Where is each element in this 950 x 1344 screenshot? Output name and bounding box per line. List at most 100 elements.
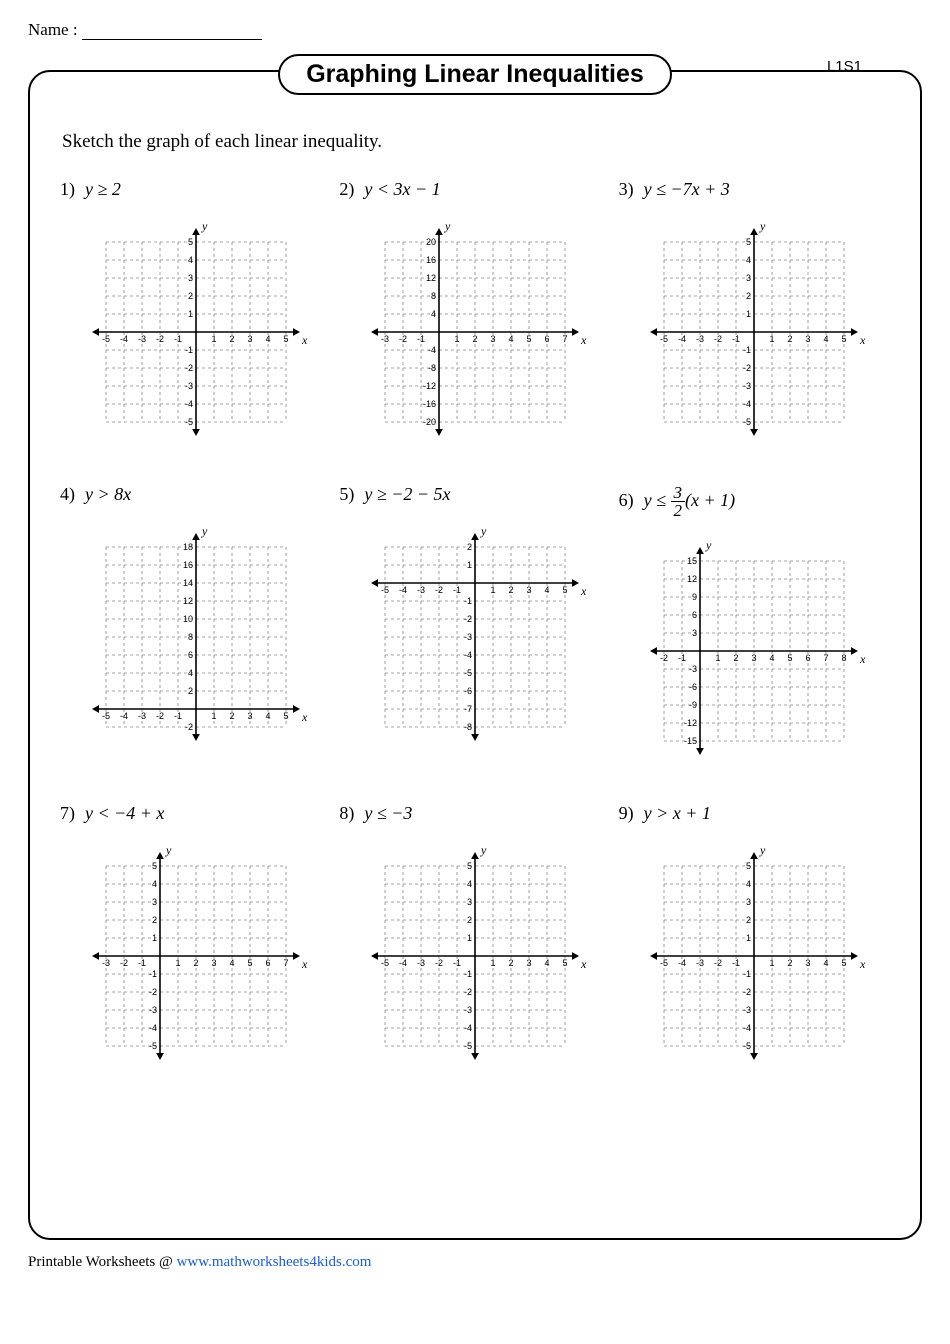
svg-text:-9: -9 xyxy=(689,700,697,710)
svg-text:9: 9 xyxy=(692,592,697,602)
problem-4: 4)y > 8xxy-5-4-3-2-11234518161412108642-… xyxy=(60,484,331,767)
svg-text:2: 2 xyxy=(508,585,513,595)
coordinate-grid: xy-5-4-3-2-11234554321-1-2-3-4-5 xyxy=(80,216,312,448)
problem-number: 1) xyxy=(60,179,75,199)
svg-text:y: y xyxy=(201,219,208,233)
svg-text:3: 3 xyxy=(526,585,531,595)
svg-text:3: 3 xyxy=(467,897,472,907)
problem-number: 5) xyxy=(339,484,354,504)
svg-text:2: 2 xyxy=(788,958,793,968)
svg-text:4: 4 xyxy=(544,585,549,595)
svg-text:-2: -2 xyxy=(435,958,443,968)
svg-text:-1: -1 xyxy=(174,334,182,344)
coordinate-grid: xy-5-4-3-2-11234521-1-2-3-4-5-6-7-8 xyxy=(359,521,591,753)
svg-text:2: 2 xyxy=(508,958,513,968)
svg-text:2: 2 xyxy=(229,334,234,344)
svg-text:2: 2 xyxy=(467,915,472,925)
svg-text:14: 14 xyxy=(183,578,193,588)
svg-text:3: 3 xyxy=(152,897,157,907)
svg-text:3: 3 xyxy=(188,273,193,283)
inequality-expression: y ≥ 2 xyxy=(85,179,121,199)
svg-text:-1: -1 xyxy=(464,596,472,606)
svg-text:1: 1 xyxy=(211,334,216,344)
svg-text:4: 4 xyxy=(824,334,829,344)
inequality-expression: y ≤ −3 xyxy=(364,803,412,823)
svg-text:5: 5 xyxy=(467,861,472,871)
svg-text:16: 16 xyxy=(426,255,436,265)
svg-text:12: 12 xyxy=(687,574,697,584)
svg-text:-5: -5 xyxy=(102,334,110,344)
svg-text:4: 4 xyxy=(544,958,549,968)
problems-grid: 1)y ≥ 2xy-5-4-3-2-11234554321-1-2-3-4-52… xyxy=(60,179,890,1072)
problem-number: 7) xyxy=(60,803,75,823)
svg-text:1: 1 xyxy=(211,711,216,721)
chart-container: xy-3-2-1123456754321-1-2-3-4-5 xyxy=(60,840,331,1072)
svg-text:8: 8 xyxy=(431,291,436,301)
svg-text:-4: -4 xyxy=(120,711,128,721)
svg-text:y: y xyxy=(165,843,172,857)
svg-text:2: 2 xyxy=(746,291,751,301)
svg-text:-5: -5 xyxy=(381,958,389,968)
svg-text:4: 4 xyxy=(188,668,193,678)
svg-text:4: 4 xyxy=(152,879,157,889)
svg-text:-3: -3 xyxy=(149,1005,157,1015)
svg-text:-4: -4 xyxy=(464,650,472,660)
svg-text:-3: -3 xyxy=(185,381,193,391)
problem-label: 3)y ≤ −7x + 3 xyxy=(619,179,890,200)
instruction-text: Sketch the graph of each linear inequali… xyxy=(62,131,890,153)
coordinate-grid: xy-3-2-1123456754321-1-2-3-4-5 xyxy=(80,840,312,1072)
svg-text:2: 2 xyxy=(229,711,234,721)
svg-text:1: 1 xyxy=(467,933,472,943)
svg-text:-2: -2 xyxy=(156,334,164,344)
problem-number: 4) xyxy=(60,484,75,504)
svg-text:-4: -4 xyxy=(399,585,407,595)
chart-container: xy-5-4-3-2-11234554321-1-2-3-4-5 xyxy=(60,216,331,448)
svg-text:5: 5 xyxy=(247,958,252,968)
svg-text:-1: -1 xyxy=(464,969,472,979)
svg-text:-20: -20 xyxy=(423,417,436,427)
svg-text:-3: -3 xyxy=(464,632,472,642)
svg-text:3: 3 xyxy=(211,958,216,968)
svg-text:-2: -2 xyxy=(464,987,472,997)
svg-text:1: 1 xyxy=(467,560,472,570)
svg-text:7: 7 xyxy=(824,653,829,663)
footer-link[interactable]: www.mathworksheets4kids.com xyxy=(177,1254,372,1270)
svg-text:y: y xyxy=(759,843,766,857)
svg-text:x: x xyxy=(859,333,866,347)
svg-text:y: y xyxy=(480,524,487,538)
svg-text:16: 16 xyxy=(183,560,193,570)
svg-text:3: 3 xyxy=(247,334,252,344)
svg-text:-2: -2 xyxy=(399,334,407,344)
svg-text:-3: -3 xyxy=(464,1005,472,1015)
problem-label: 2)y < 3x − 1 xyxy=(339,179,610,200)
svg-text:-3: -3 xyxy=(689,664,697,674)
svg-text:3: 3 xyxy=(752,653,757,663)
svg-text:-1: -1 xyxy=(174,711,182,721)
svg-text:-3: -3 xyxy=(417,585,425,595)
svg-text:y: y xyxy=(759,219,766,233)
problem-6: 6)y ≤ 32(x + 1)xy-2-1123456781512963-3-6… xyxy=(619,484,890,767)
svg-text:1: 1 xyxy=(490,585,495,595)
svg-text:-4: -4 xyxy=(428,345,436,355)
svg-text:2: 2 xyxy=(188,291,193,301)
svg-text:y: y xyxy=(705,538,712,552)
problem-label: 7)y < −4 + x xyxy=(60,803,331,824)
problem-label: 8)y ≤ −3 xyxy=(339,803,610,824)
coordinate-grid: xy-5-4-3-2-11234554321-1-2-3-4-5 xyxy=(638,840,870,1072)
svg-text:3: 3 xyxy=(746,897,751,907)
svg-text:4: 4 xyxy=(265,334,270,344)
svg-text:4: 4 xyxy=(770,653,775,663)
coordinate-grid: xy-5-4-3-2-11234554321-1-2-3-4-5 xyxy=(638,216,870,448)
svg-text:-15: -15 xyxy=(684,736,697,746)
svg-text:-5: -5 xyxy=(660,334,668,344)
svg-text:-6: -6 xyxy=(464,686,472,696)
name-underline[interactable] xyxy=(82,24,262,40)
svg-text:-5: -5 xyxy=(381,585,389,595)
svg-text:x: x xyxy=(859,957,866,971)
problem-label: 1) y ≥ 2 xyxy=(60,179,331,200)
problem-7: 7)y < −4 + xxy-3-2-1123456754321-1-2-3-4… xyxy=(60,803,331,1072)
svg-text:-4: -4 xyxy=(743,399,751,409)
svg-text:-12: -12 xyxy=(423,381,436,391)
svg-text:2: 2 xyxy=(152,915,157,925)
svg-text:y: y xyxy=(444,219,451,233)
